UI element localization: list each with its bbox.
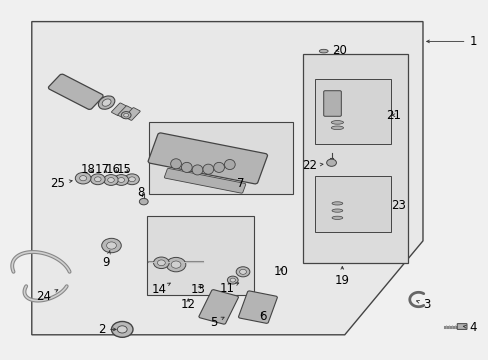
Text: 5: 5 [210, 316, 224, 329]
Circle shape [94, 177, 101, 182]
Circle shape [157, 260, 165, 266]
Text: 10: 10 [273, 265, 288, 278]
Ellipse shape [181, 162, 192, 172]
Circle shape [118, 177, 124, 183]
Ellipse shape [98, 96, 115, 109]
Text: 22: 22 [301, 159, 323, 172]
Circle shape [227, 276, 238, 284]
Ellipse shape [330, 121, 343, 124]
Circle shape [123, 113, 128, 117]
FancyBboxPatch shape [48, 74, 103, 109]
Circle shape [153, 257, 169, 269]
Circle shape [102, 238, 121, 253]
Text: 6: 6 [259, 310, 266, 323]
Circle shape [117, 326, 127, 333]
Ellipse shape [331, 202, 342, 205]
Ellipse shape [102, 99, 111, 106]
Ellipse shape [203, 164, 213, 174]
Circle shape [128, 177, 135, 182]
Circle shape [236, 267, 249, 277]
Text: 7: 7 [237, 177, 244, 190]
Text: 16: 16 [105, 163, 121, 176]
Text: 13: 13 [190, 283, 205, 296]
FancyBboxPatch shape [238, 291, 277, 323]
Circle shape [106, 242, 116, 249]
Text: 3: 3 [416, 298, 429, 311]
Circle shape [107, 177, 114, 183]
Text: 25: 25 [50, 177, 72, 190]
Ellipse shape [224, 159, 235, 170]
Ellipse shape [213, 162, 224, 172]
Text: 20: 20 [332, 44, 346, 57]
Text: 8: 8 [137, 186, 144, 199]
Circle shape [103, 175, 118, 185]
Circle shape [139, 198, 148, 205]
Text: 23: 23 [390, 199, 405, 212]
Text: 15: 15 [117, 163, 132, 176]
Text: 12: 12 [181, 298, 195, 311]
FancyBboxPatch shape [456, 324, 466, 329]
Text: 4: 4 [462, 321, 476, 334]
FancyBboxPatch shape [124, 108, 140, 120]
Text: 2: 2 [98, 323, 116, 336]
Bar [149, 122, 293, 194]
Circle shape [121, 112, 131, 119]
Text: 24: 24 [36, 290, 58, 303]
Circle shape [239, 269, 246, 274]
Ellipse shape [192, 165, 203, 175]
Circle shape [326, 159, 336, 166]
Text: 9: 9 [102, 251, 110, 269]
Circle shape [114, 175, 128, 185]
Text: 17: 17 [95, 163, 110, 176]
Circle shape [90, 174, 105, 185]
Text: 1: 1 [426, 35, 476, 48]
Text: 19: 19 [334, 266, 349, 287]
FancyBboxPatch shape [118, 106, 133, 118]
Ellipse shape [170, 159, 181, 169]
Circle shape [111, 321, 133, 337]
Circle shape [80, 176, 86, 181]
Ellipse shape [331, 216, 342, 219]
Bar [315, 79, 390, 144]
Polygon shape [32, 22, 422, 335]
Bar [146, 216, 254, 295]
Circle shape [75, 172, 91, 184]
FancyBboxPatch shape [323, 91, 341, 116]
FancyBboxPatch shape [164, 168, 245, 193]
Circle shape [166, 257, 185, 272]
Text: 18: 18 [81, 163, 95, 176]
Bar [315, 176, 390, 232]
Ellipse shape [319, 49, 327, 53]
FancyBboxPatch shape [111, 103, 127, 116]
Text: 21: 21 [386, 109, 401, 122]
FancyBboxPatch shape [148, 133, 267, 184]
Bar [303, 54, 407, 263]
Text: 11: 11 [219, 282, 238, 294]
Ellipse shape [331, 209, 342, 212]
Text: 14: 14 [151, 283, 170, 296]
FancyBboxPatch shape [199, 290, 238, 324]
Circle shape [229, 278, 235, 282]
Circle shape [124, 174, 139, 185]
Ellipse shape [330, 126, 343, 130]
Circle shape [171, 261, 181, 268]
